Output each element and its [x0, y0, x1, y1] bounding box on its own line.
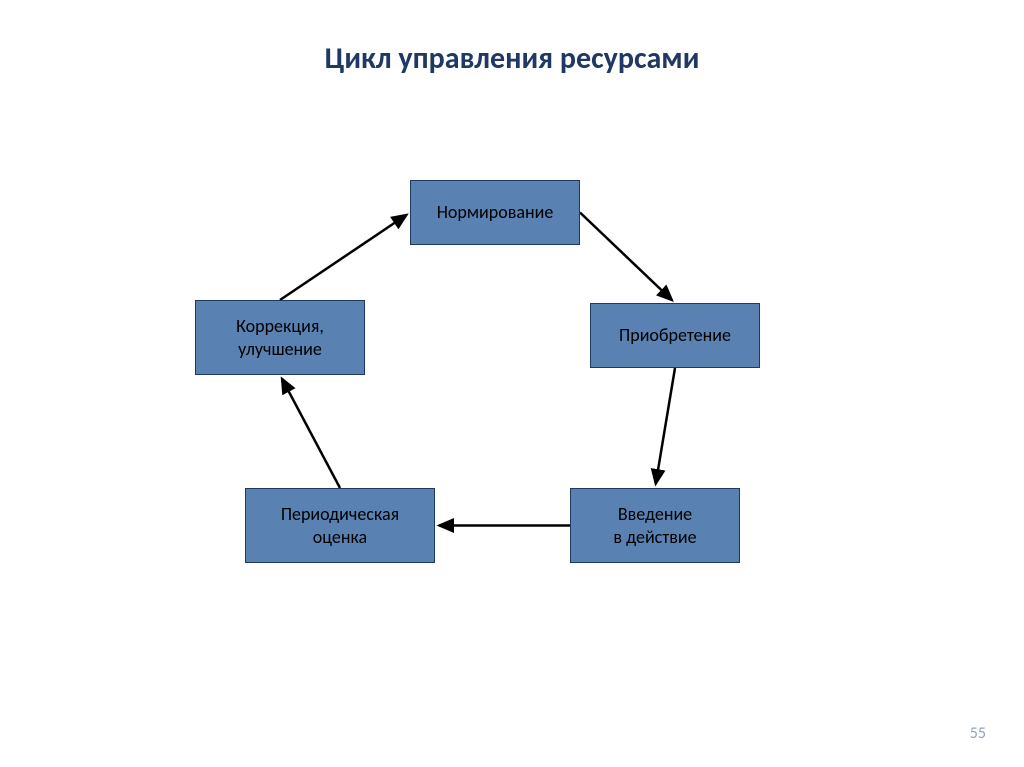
flow-node-label: Введение в действие: [613, 503, 696, 548]
edge-layer: [0, 0, 1024, 767]
flow-edge-n4-n5: [282, 379, 340, 488]
flow-node-label: Периодическая оценка: [281, 503, 399, 548]
flow-node-n5: Коррекция, улучшение: [195, 300, 365, 375]
flow-node-n1: Нормирование: [410, 180, 580, 245]
page-title: Цикл управления ресурсами: [0, 40, 1024, 77]
flow-node-label: Нормирование: [437, 201, 554, 224]
flow-edge-n5-n1: [280, 215, 407, 300]
flow-node-n4: Периодическая оценка: [245, 488, 435, 563]
flow-node-n3: Введение в действие: [570, 488, 740, 563]
flow-node-label: Коррекция, улучшение: [236, 315, 324, 360]
flow-edge-n1-n2: [580, 213, 672, 301]
flow-edge-n2-n3: [656, 368, 675, 484]
flow-node-n2: Приобретение: [590, 303, 760, 368]
page-number: 55: [970, 724, 986, 743]
flow-node-label: Приобретение: [619, 324, 731, 347]
